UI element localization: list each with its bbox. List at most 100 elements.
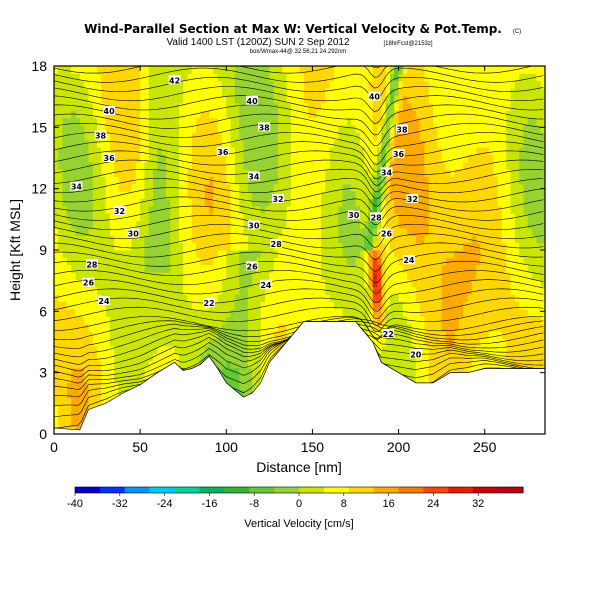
contour-label-bg [406, 193, 419, 203]
contour-label-bg [246, 261, 259, 271]
colorbar-segment [274, 487, 300, 493]
colorbar-segment [99, 487, 126, 493]
contour-label: 24 [403, 256, 415, 265]
x-tick-label: 100 [215, 439, 239, 455]
colorbar-segment [299, 487, 325, 493]
colorbar-tick-label: 8 [341, 498, 347, 510]
isentrope-line [54, 178, 544, 199]
isentrope-line [54, 122, 544, 156]
isentrope-line [54, 251, 544, 284]
contour-label-bg [382, 328, 395, 338]
isentrope-line [54, 141, 544, 173]
colorbar-segment [448, 487, 474, 493]
contour-label: 34 [381, 168, 393, 177]
contour-label: 26 [247, 262, 259, 271]
contour-label-bg [85, 259, 98, 269]
colorbar-segment [174, 487, 200, 493]
isentrope-line [54, 168, 544, 193]
contour-label: 40 [247, 97, 259, 106]
isentrope-line [54, 205, 544, 226]
isentrope-line [54, 224, 544, 248]
colorbar-label: Vertical Velocity [cm/s] [244, 518, 353, 530]
contour-label: 30 [128, 230, 140, 239]
y-tick-label: 15 [31, 119, 47, 135]
terrain-mask [53, 321, 546, 435]
contour-label-bg [247, 171, 260, 181]
contour-label: 24 [98, 297, 110, 306]
contour-label-bg [270, 238, 283, 248]
colorbar: -40 -32 -24 -16 -8 0 8 16 24 32 [67, 486, 524, 510]
contour-label: 28 [271, 240, 283, 249]
contour-label: 26 [83, 279, 95, 288]
isentrope-line [54, 316, 544, 340]
contour-label: 30 [348, 211, 360, 220]
contour-label-bg [370, 212, 383, 222]
isentrope-line [54, 288, 544, 320]
box-info: box/Wmax-44@ 32.56,21 24.292nm [250, 49, 346, 55]
isentrope-line [54, 214, 544, 237]
isentrope-line [54, 113, 544, 147]
colorbar-tick-label: 24 [427, 498, 439, 510]
contour-label: 24 [260, 281, 272, 290]
isentrope-line [54, 297, 544, 326]
isentrope-line [54, 76, 544, 100]
contour-label-bg [259, 279, 272, 289]
isentrope-line [54, 260, 544, 294]
contour-label-bg [368, 91, 381, 101]
x-axis-label: Distance [nm] [256, 459, 342, 475]
colorbar-tick-label: -24 [157, 498, 173, 510]
contour-label-bg [127, 228, 140, 238]
contour-label: 42 [169, 76, 180, 85]
contour-label-bg [347, 210, 360, 220]
isentrope-line [54, 187, 544, 207]
isentrope-line [54, 270, 544, 303]
y-tick-label: 3 [39, 365, 47, 381]
colorbar-segment [124, 487, 151, 493]
contour-label-bg [396, 124, 409, 134]
colorbar-tick-label: -40 [67, 498, 83, 510]
contour-label-bg [380, 167, 393, 177]
x-tick-label: 150 [301, 439, 325, 455]
contour-label: 32 [272, 195, 283, 204]
contour-label-bg [258, 122, 271, 132]
contour-label: 40 [104, 107, 116, 116]
isentrope-line [54, 86, 544, 112]
colorbar-segment [398, 487, 424, 493]
colorbar-segment [249, 487, 275, 493]
y-tick-label: 18 [31, 58, 47, 74]
y-tick-label: 9 [39, 242, 47, 258]
contour-label-bg [82, 277, 95, 287]
y-tick-label: 12 [31, 181, 47, 197]
colorbar-segment [498, 487, 524, 493]
contour-label-bg [216, 146, 229, 156]
chart-subtitle: Valid 1400 LST (1200Z) SUN 2 Sep 2012 [166, 37, 350, 48]
contour-label: 34 [71, 183, 83, 192]
isentrope-line [54, 242, 544, 272]
y-tick-label: 6 [39, 303, 47, 319]
contour-label: 22 [203, 299, 214, 308]
isentrope-line [54, 150, 544, 180]
x-tick-label: 250 [473, 439, 497, 455]
isentrope-line [54, 233, 544, 260]
contour-label-bg [103, 105, 116, 115]
contour-label-bg [94, 130, 107, 140]
x-tick-label: 200 [387, 439, 411, 455]
contour-label-bg [113, 206, 126, 216]
isentrope-line [54, 279, 544, 312]
colorbar-tick-label: -16 [201, 498, 217, 510]
colorbar-segment [75, 487, 101, 493]
colorbar-segment [323, 487, 350, 493]
isentrope-line [54, 316, 544, 339]
contour-label: 38 [95, 132, 107, 141]
colorbar-segment [149, 487, 176, 493]
contour-label: 32 [407, 195, 418, 204]
x-tick-label: 50 [132, 439, 148, 455]
colorbar-tick-label: -32 [112, 498, 128, 510]
y-axis-label: Height [Kft MSL] [7, 199, 23, 301]
contour-label: 28 [86, 260, 98, 269]
isentrope-line [54, 196, 544, 216]
contour-label-bg [392, 148, 405, 158]
contour-label: 38 [396, 125, 408, 134]
contour-label: 32 [114, 207, 125, 216]
